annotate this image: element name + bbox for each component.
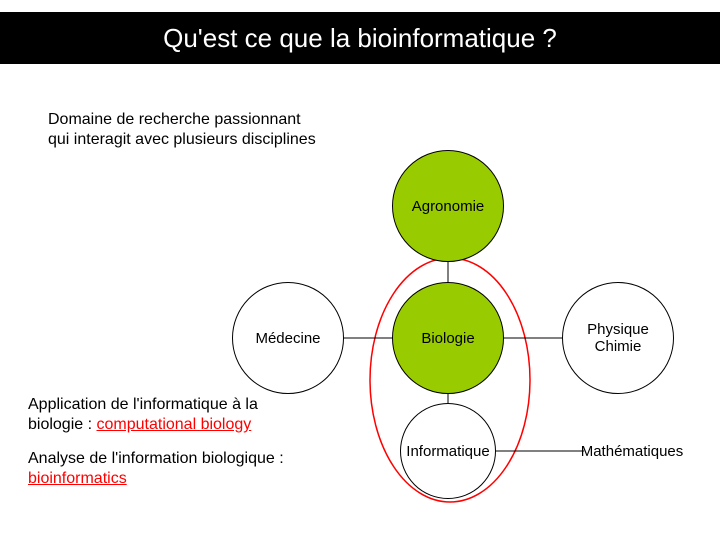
description-text: Application de l'informatique à la biolo… <box>28 395 284 489</box>
node-label-medecine: Médecine <box>255 330 320 347</box>
desc-line3: Analyse de l'information biologique : <box>28 450 284 467</box>
node-medecine: Médecine <box>232 282 344 394</box>
node-label-biologie: Biologie <box>421 330 474 347</box>
desc-line4-highlight: bioinformatics <box>28 470 127 487</box>
node-agronomie: Agronomie <box>392 150 504 262</box>
desc-line2-highlight: computational biology <box>97 416 252 433</box>
desc-line2-pre: biologie : <box>28 416 97 433</box>
subtitle-text: Domaine de recherche passionnantqui inte… <box>48 110 316 150</box>
page-title: Qu'est ce que la bioinformatique ? <box>163 23 557 54</box>
node-physique: PhysiqueChimie <box>562 282 674 394</box>
title-bar: Qu'est ce que la bioinformatique ? <box>0 12 720 64</box>
node-biologie: Biologie <box>392 282 504 394</box>
node-maths: Mathématiques <box>584 403 680 499</box>
node-label-informatique: Informatique <box>406 443 489 460</box>
node-label-physique: PhysiqueChimie <box>587 321 649 355</box>
node-label-maths: Mathématiques <box>581 443 684 460</box>
desc-line1: Application de l'informatique à la <box>28 396 258 413</box>
node-label-agronomie: Agronomie <box>412 198 485 215</box>
node-informatique: Informatique <box>400 403 496 499</box>
